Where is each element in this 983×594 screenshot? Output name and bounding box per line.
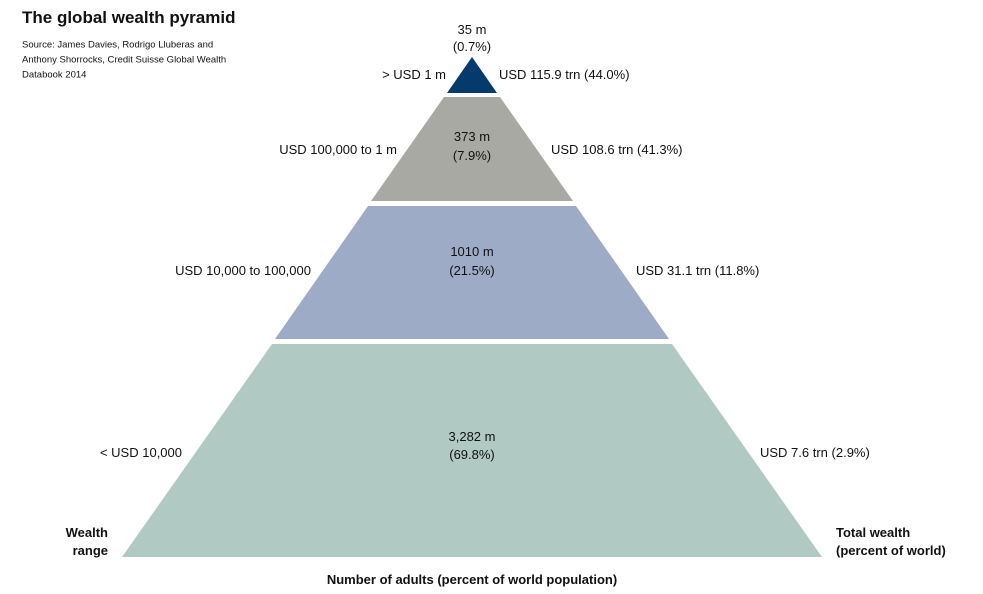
left-axis-label: Wealth: [65, 525, 108, 540]
title: The global wealth pyramid: [22, 8, 236, 27]
adults-count: 3,282 m: [448, 429, 496, 444]
tier-top: [447, 57, 497, 93]
adults-count: 35 m: [457, 22, 487, 37]
tier-base: [122, 344, 822, 557]
left-axis-label: range: [72, 543, 108, 558]
bottom-axis-label: Number of adults (percent of world popul…: [326, 572, 618, 587]
population-share: (7.9%): [452, 148, 492, 163]
source-line: Source: James Davies, Rodrigo Lluberas a…: [22, 39, 214, 51]
wealth-range: < USD 10,000: [99, 445, 182, 460]
total-wealth: USD 31.1 trn (11.8%): [636, 263, 760, 278]
population-share: (69.8%): [449, 447, 495, 462]
total-wealth: USD 108.6 trn (41.3%): [551, 142, 683, 157]
source-line: Databook 2014: [22, 69, 87, 81]
adults-count: 1010 m: [450, 244, 494, 259]
tier-second: [371, 97, 573, 201]
wealth-range: > USD 1 m: [382, 67, 446, 82]
right-axis-label: Total wealth: [836, 525, 911, 540]
tier-third: [275, 206, 669, 339]
total-wealth: USD 115.9 trn (44.0%): [499, 67, 630, 82]
right-axis-label: (percent of world): [836, 543, 946, 558]
total-wealth: USD 7.6 trn (2.9%): [760, 445, 870, 460]
source-line: Anthony Shorrocks, Credit Suisse Global …: [22, 54, 227, 66]
population-share: (21.5%): [449, 263, 495, 278]
adults-count: 373 m: [453, 129, 491, 144]
population-share: (0.7%): [452, 39, 492, 54]
wealth-range: USD 100,000 to 1 m: [279, 142, 397, 157]
wealth-range: USD 10,000 to 100,000: [175, 263, 311, 278]
